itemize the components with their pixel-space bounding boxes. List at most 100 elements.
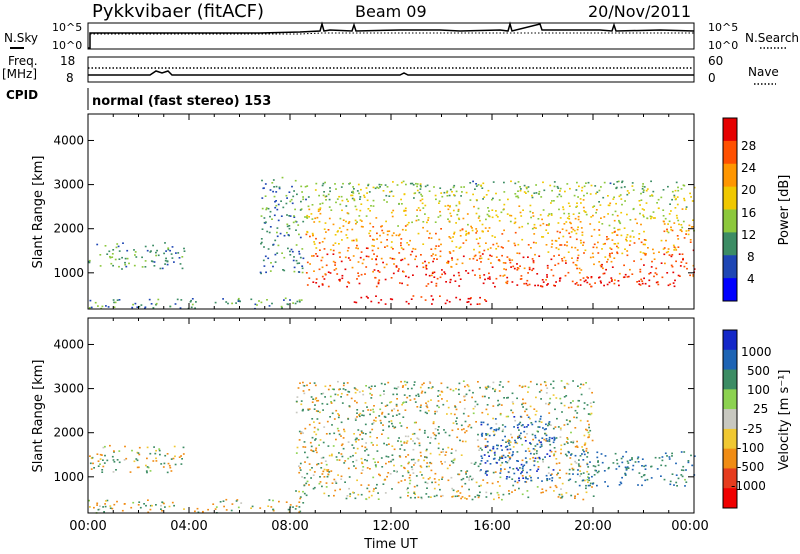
data-point [358,282,361,285]
data-point [529,458,532,460]
data-point [644,254,647,256]
data-point [525,192,527,194]
data-point [316,400,318,402]
data-point [135,256,138,258]
data-point [577,284,579,286]
data-point [299,496,302,498]
data-point [207,508,209,511]
data-point [485,300,488,302]
data-point [599,264,602,267]
data-point [427,478,430,480]
data-point [377,270,380,272]
data-point [400,238,403,240]
data-point [389,257,392,259]
data-point [578,465,580,467]
data-point [616,251,618,254]
data-point [563,256,566,259]
data-point [360,220,363,222]
data-point [164,263,166,265]
data-point [373,245,375,247]
data-point [678,253,681,255]
data-point [302,408,304,411]
data-point [424,429,426,432]
data-point [357,439,360,441]
data-point [380,457,383,459]
data-point [477,496,480,499]
data-point [283,269,286,272]
data-point [289,504,292,506]
data-point [299,497,302,500]
data-point [652,217,655,219]
data-point [454,280,457,282]
y-tick-label: 2000 [53,426,84,440]
data-point [136,466,139,469]
data-point [367,454,370,456]
data-point [560,402,563,405]
data-point [570,222,572,225]
data-point [618,219,620,222]
data-point [305,494,308,497]
data-point [682,258,684,261]
data-point [438,406,440,409]
data-point [320,467,323,469]
data-point [362,410,365,412]
data-point [449,237,452,239]
data-point [503,274,506,276]
data-point [665,251,668,254]
data-point [587,484,590,487]
data-point [557,222,560,224]
data-point [593,205,596,207]
data-point [400,244,402,247]
data-point [99,505,101,507]
data-point [416,406,419,408]
data-point [662,215,665,217]
data-point [407,487,409,489]
data-point [503,191,506,193]
data-point [250,298,253,301]
data-point [550,202,552,204]
data-point [444,302,447,305]
data-point [351,266,354,269]
data-point [687,229,690,232]
data-point [565,262,567,264]
data-point [275,200,277,202]
data-point [586,462,589,465]
data-point [167,462,170,465]
colorbar-swatch [723,488,737,509]
data-point [559,436,562,438]
data-point [488,397,490,399]
data-point [586,463,589,466]
data-point [321,402,324,405]
data-point [471,396,473,399]
data-point [552,387,555,389]
data-point [468,495,471,497]
data-point [578,484,581,487]
data-point [333,432,336,435]
data-point [306,231,309,234]
data-point [575,206,578,208]
data-point [576,259,579,262]
data-point [291,250,294,253]
data-point [582,479,585,481]
data-point [346,382,349,384]
colorbar-swatch [723,428,737,450]
data-point [286,214,288,216]
data-point [364,459,366,461]
data-point [430,387,433,390]
data-point [343,462,346,464]
colorbar-swatch [723,163,737,188]
data-point [582,449,584,451]
data-point [360,430,363,432]
data-point [160,504,162,507]
data-point [482,282,485,285]
data-point [564,387,566,389]
data-point [339,251,341,254]
data-point [334,480,337,483]
data-point [451,429,454,432]
data-point [557,426,560,428]
data-point [289,215,292,217]
data-point [289,250,291,253]
data-point [400,247,403,249]
data-point [546,478,548,480]
data-point [471,227,473,229]
